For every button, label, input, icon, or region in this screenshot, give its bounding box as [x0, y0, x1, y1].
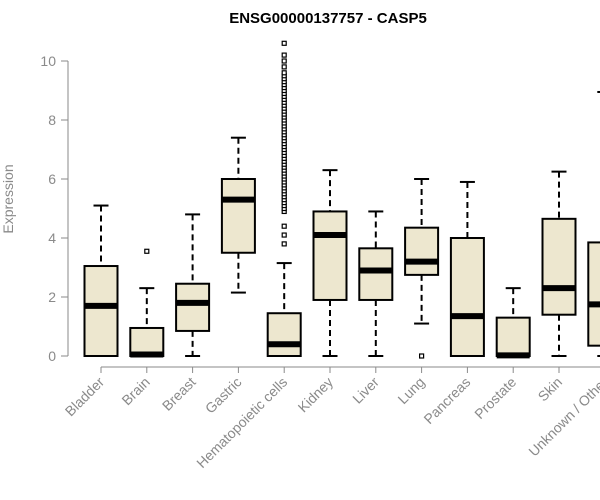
outlier-point	[281, 58, 287, 64]
outlier-point	[281, 241, 287, 247]
x-tick-label: Gastric	[202, 374, 245, 417]
y-tick-label: 4	[48, 230, 56, 246]
box-group	[83, 40, 600, 359]
iqr-box	[495, 316, 531, 357]
iqr-box	[312, 210, 348, 301]
y-tick-label: 0	[48, 348, 56, 364]
x-tick-label: Skin	[535, 374, 566, 405]
x-tick-label: Lung	[394, 374, 427, 407]
x-tick-label: Prostate	[471, 374, 519, 422]
box-unknown-other	[587, 90, 600, 357]
x-tick-label: Pancreas	[420, 374, 473, 427]
box-breast	[175, 213, 211, 357]
outlier-point	[144, 248, 150, 254]
outlier-point	[281, 52, 287, 58]
box-gastric	[220, 136, 256, 294]
x-tick-label: Breast	[159, 374, 199, 414]
iqr-box	[541, 217, 577, 316]
box-brain	[129, 248, 165, 358]
iqr-box	[83, 265, 119, 357]
iqr-box	[266, 312, 302, 358]
x-tick-label: Hematopoietic cells	[193, 374, 290, 471]
iqr-box	[175, 282, 211, 332]
iqr-box	[587, 241, 600, 347]
x-tick-label: Kidney	[295, 374, 337, 416]
outlier-point	[281, 70, 287, 76]
y-tick-label: 6	[48, 171, 56, 187]
outlier-point	[281, 223, 287, 229]
outlier-point	[419, 353, 425, 359]
outlier-point	[281, 64, 287, 70]
box-hematopoietic-cells	[266, 40, 302, 358]
box-bladder	[83, 204, 119, 357]
x-tick-label: Liver	[349, 374, 382, 407]
iqr-box	[404, 226, 440, 276]
x-tick-label: Brain	[118, 374, 152, 408]
x-tick-label: Bladder	[62, 374, 108, 420]
outlier-point	[281, 232, 287, 238]
box-lung	[404, 178, 440, 359]
iqr-box	[358, 247, 394, 301]
iqr-box	[220, 178, 256, 254]
y-axis: 0 2 4 6 8 10	[40, 53, 69, 364]
y-axis-label: Expression	[0, 164, 16, 233]
box-pancreas	[449, 180, 485, 357]
box-prostate	[495, 287, 531, 359]
y-tick-label: 2	[48, 289, 56, 305]
box-skin	[541, 170, 577, 357]
box-liver	[358, 210, 394, 357]
y-tick-label: 10	[40, 53, 56, 69]
box-kidney	[312, 169, 348, 357]
iqr-box	[449, 237, 485, 357]
chart-title: ENSG00000137757 - CASP5	[229, 10, 427, 27]
y-tick-label: 8	[48, 112, 56, 128]
outlier-point	[281, 40, 287, 46]
